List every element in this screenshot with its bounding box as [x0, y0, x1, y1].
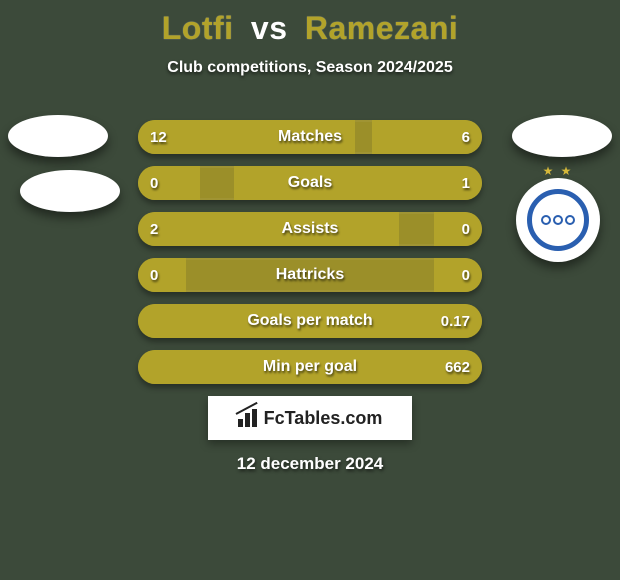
stat-left-fill	[138, 258, 186, 292]
title-vs: vs	[251, 10, 288, 46]
badge-inner-rings-icon	[541, 215, 575, 225]
badge-stars-icon: ★ ★	[516, 164, 600, 178]
stat-right-fill	[166, 304, 482, 338]
stat-right-fill	[166, 350, 482, 384]
stat-row: 00Hattricks	[138, 258, 482, 292]
crest-left-2	[20, 170, 120, 212]
title-player2: Ramezani	[305, 10, 458, 46]
branding-badge: FcTables.com	[208, 396, 412, 440]
stat-left-fill	[138, 166, 200, 200]
infographic-date: 12 december 2024	[0, 454, 620, 474]
stat-right-fill	[434, 212, 482, 246]
stat-label: Hattricks	[138, 258, 482, 292]
stat-left-fill	[138, 120, 355, 154]
crest-right-2-badge: ★ ★	[516, 178, 600, 262]
subtitle: Club competitions, Season 2024/2025	[0, 59, 620, 77]
page-title: Lotfi vs Ramezani	[0, 0, 620, 47]
stat-right-fill	[434, 258, 482, 292]
crest-right-1	[512, 115, 612, 157]
branding-label: FcTables.com	[264, 408, 383, 429]
title-player1: Lotfi	[162, 10, 234, 46]
stat-row: 20Assists	[138, 212, 482, 246]
comparison-infographic: Lotfi vs Ramezani Club competitions, Sea…	[0, 0, 620, 580]
bar-chart-icon	[238, 409, 258, 427]
stat-row: 01Goals	[138, 166, 482, 200]
stat-row: 126Matches	[138, 120, 482, 154]
stat-row: 0.17Goals per match	[138, 304, 482, 338]
stat-left-fill	[138, 212, 399, 246]
stat-row: 662Min per goal	[138, 350, 482, 384]
crest-left-1	[8, 115, 108, 157]
branding-text: FcTables.com	[238, 408, 383, 429]
stat-bars: 126Matches 01Goals 20Assists 00Hattricks 0.1…	[138, 120, 482, 396]
badge-ring-icon	[527, 189, 589, 251]
stat-right-fill	[372, 120, 482, 154]
stat-right-fill	[234, 166, 482, 200]
